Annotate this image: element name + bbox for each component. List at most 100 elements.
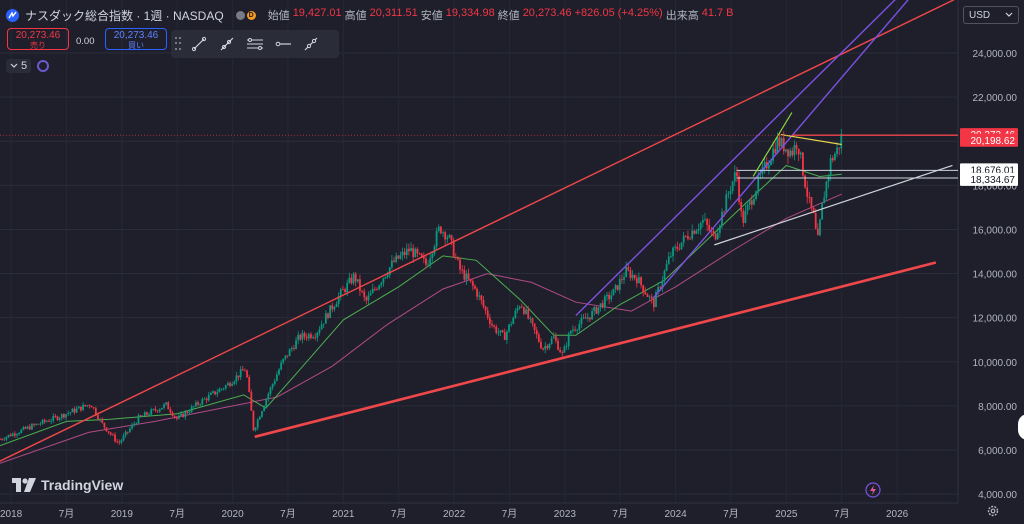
candle-body [716, 232, 719, 240]
currency-select[interactable]: USD [963, 6, 1019, 24]
candle-body [552, 336, 555, 339]
x-tick-label: 7月 [59, 508, 75, 520]
candle-body [780, 138, 783, 147]
candle-body [461, 269, 464, 271]
candle-body [258, 416, 261, 420]
candle-body [150, 409, 153, 415]
candle-body [584, 317, 587, 319]
candle-body [171, 412, 174, 416]
extended-line-icon[interactable] [301, 34, 321, 54]
candle-body [704, 219, 706, 220]
candle-body [18, 433, 21, 435]
horizontal-lines-icon[interactable] [245, 34, 265, 54]
candle-body [156, 410, 159, 412]
candle-body [785, 149, 787, 152]
candle-body [574, 329, 576, 331]
ray-icon[interactable] [217, 34, 237, 54]
candle-body [322, 323, 325, 325]
price-label-box [960, 172, 1018, 186]
drag-handle[interactable] [175, 37, 181, 51]
candle-body [812, 207, 815, 214]
indicator-icon[interactable] [37, 60, 50, 72]
candle-body [797, 148, 800, 155]
candle-body [318, 329, 321, 333]
candle-body [603, 296, 606, 308]
high-value: 20,311.51 [369, 7, 418, 19]
y-tick-label: 10,000.00 [973, 358, 1018, 369]
candle-body [778, 137, 781, 147]
collapse-indicators-button[interactable]: 5 [6, 59, 32, 73]
candle-body [316, 332, 319, 338]
candle-body [746, 204, 749, 211]
candle-body [129, 428, 131, 432]
brand-name: TradingView [41, 477, 124, 493]
candle-body [297, 334, 300, 341]
market-status[interactable]: D [235, 10, 256, 20]
candle-body [708, 224, 711, 231]
x-tick-label: 7月 [502, 508, 518, 520]
horizontal-ray-icon[interactable] [273, 34, 293, 54]
candle-body [146, 412, 148, 415]
candle-body [339, 289, 342, 297]
candle-body [442, 232, 444, 234]
candle-body [422, 257, 425, 259]
open-value: 19,427.01 [292, 7, 342, 19]
candle-body [727, 193, 730, 195]
candle-body [254, 427, 257, 431]
nasdaq-logo-icon [6, 8, 19, 22]
x-tick-label: 2023 [554, 509, 577, 520]
candle-body [682, 235, 685, 243]
candle-body [691, 230, 694, 239]
candle-body [107, 431, 110, 433]
volume-label: 出来高 [665, 10, 699, 22]
sell-button[interactable]: 20,273.46 売り [7, 28, 69, 50]
chevron-down-icon [1005, 12, 1013, 17]
candle-body [674, 246, 677, 248]
candle-body [833, 153, 836, 161]
gear-icon[interactable] [986, 504, 1000, 523]
candle-body [597, 307, 600, 314]
candle-body [244, 370, 246, 372]
candle-body [250, 391, 253, 411]
candle-body [672, 247, 674, 257]
status-dot-icon [235, 10, 245, 20]
candle-body [190, 406, 193, 412]
candle-body [314, 337, 317, 339]
candle-body [241, 369, 244, 371]
candle-body [3, 439, 6, 441]
tradingview-logo[interactable]: TradingView [12, 477, 123, 493]
flash-icon[interactable] [865, 482, 881, 503]
candle-body [414, 248, 417, 258]
candle-body [471, 281, 474, 286]
candle-body [344, 289, 346, 293]
candle-body [650, 296, 653, 299]
candle-body [335, 303, 338, 307]
candle-body [188, 411, 191, 413]
candle-body [687, 236, 689, 239]
scroll-to-latest-button[interactable] [1018, 414, 1024, 440]
candle-body [80, 406, 82, 411]
candle-body [680, 242, 683, 250]
candle-body [237, 375, 240, 378]
symbol-title[interactable]: ナスダック総合指数 · 1週 · NASDAQ [25, 8, 224, 23]
candle-body [124, 431, 127, 436]
candle-body [167, 402, 170, 410]
candle-body [610, 295, 613, 300]
candle-body [569, 330, 572, 334]
price-label: 18,334.67 [971, 175, 1016, 186]
candle-body [606, 294, 608, 297]
candle-body [701, 219, 704, 223]
candle-body [397, 255, 400, 259]
candle-body [310, 334, 312, 338]
trend-line-icon[interactable] [189, 34, 209, 54]
buy-price: 20,273.46 [113, 30, 159, 41]
candle-body [821, 203, 824, 220]
candle-body [493, 325, 496, 327]
candle-body [131, 424, 133, 429]
candle-body [486, 310, 489, 318]
candle-body [478, 295, 481, 297]
candle-body [452, 240, 455, 257]
close-label: 終値 [497, 10, 520, 22]
buy-button[interactable]: 20,273.46 買い [105, 28, 167, 50]
